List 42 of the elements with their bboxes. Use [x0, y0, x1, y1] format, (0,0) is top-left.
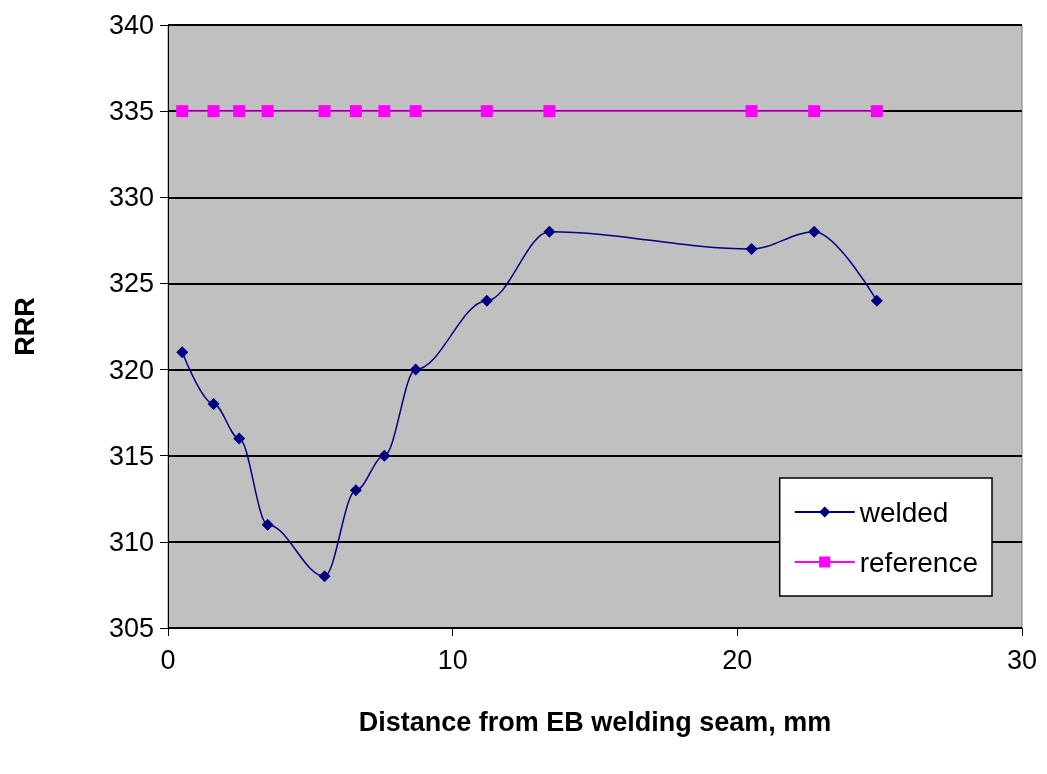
point	[233, 432, 246, 445]
x-tick-label: 20	[722, 644, 753, 675]
point	[745, 105, 758, 118]
point	[745, 242, 758, 255]
y-tick-label: 325	[108, 268, 154, 299]
y-tick-label: 305	[108, 613, 154, 643]
legend-label: welded	[858, 496, 949, 528]
y-tick-label: 320	[108, 354, 154, 385]
point	[207, 105, 220, 118]
point	[318, 105, 331, 118]
x-tick-label: 10	[437, 644, 468, 675]
point	[233, 105, 246, 118]
point	[349, 105, 362, 118]
point	[870, 294, 883, 307]
point	[378, 105, 391, 118]
point	[808, 225, 821, 238]
point	[349, 484, 362, 497]
point	[378, 449, 391, 462]
point	[543, 105, 556, 118]
y-tick-label: 310	[108, 526, 154, 557]
y-tick-label: 315	[108, 440, 154, 471]
point	[207, 398, 220, 411]
point	[480, 294, 493, 307]
point	[261, 518, 274, 531]
point	[176, 105, 189, 118]
point	[870, 105, 883, 118]
point	[176, 346, 189, 359]
y-axis-title: RRR	[9, 297, 40, 356]
x-tick-label: 30	[1006, 644, 1038, 675]
point	[409, 363, 422, 376]
point	[543, 225, 556, 238]
point	[409, 105, 422, 118]
y-tick-label: 335	[108, 96, 154, 127]
legend-label: reference	[859, 546, 979, 578]
y-tick-label: 330	[108, 182, 154, 213]
x-tick-label: 0	[160, 644, 176, 675]
point	[808, 105, 821, 118]
point	[318, 570, 331, 583]
point	[261, 105, 274, 118]
y-tick-label: 340	[108, 10, 154, 40]
x-axis-title: Distance from EB welding seam, mm	[358, 706, 832, 737]
point	[480, 105, 493, 118]
